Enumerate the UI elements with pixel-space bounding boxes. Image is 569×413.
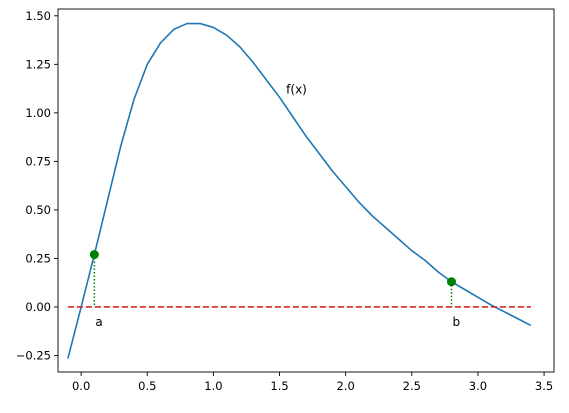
x-tick-label: 2.0 (337, 379, 355, 393)
plot-background (58, 9, 554, 372)
marker-label-b: b (452, 315, 460, 329)
marker-point-a (89, 250, 99, 260)
axes-frame (57, 8, 555, 373)
x-tick-label: 0.5 (138, 379, 156, 393)
x-tick-label: 3.5 (535, 379, 553, 393)
marker-label-a: a (95, 315, 102, 329)
x-tick-label: 1.0 (204, 379, 222, 393)
annotation-fx: f(x) (286, 83, 307, 97)
y-tick-label: 1.00 (25, 106, 51, 120)
y-tick-label: −0.25 (16, 349, 51, 363)
y-tick-label: 0.50 (25, 203, 51, 217)
x-tick-label: 0.0 (72, 379, 90, 393)
y-tick-label: 1.50 (25, 9, 51, 23)
marker-point-b (446, 277, 456, 287)
x-tick-label: 1.5 (270, 379, 288, 393)
x-tick-label: 2.5 (403, 379, 421, 393)
x-tick-label: 3.0 (469, 379, 487, 393)
y-tick-label: 0.25 (25, 251, 51, 265)
y-tick-label: 0.00 (25, 300, 51, 314)
chart-marks: a b f(x) (67, 22, 532, 359)
plot-area (58, 9, 554, 372)
axes: 0.0 0.5 1.0 1.5 2.0 2.5 3.0 3.5 −0.25 0.00 0.25 0.5… (16, 8, 555, 393)
y-tick-label: 0.75 (25, 154, 51, 168)
y-tick-label: 1.25 (25, 57, 51, 71)
